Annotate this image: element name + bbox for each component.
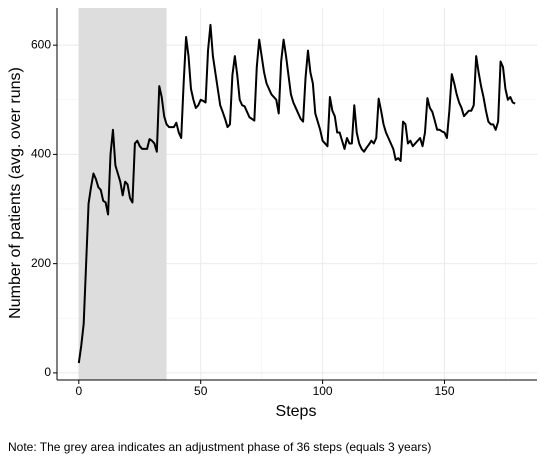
- x-tick-label: 150: [434, 384, 454, 398]
- x-tick-label: 50: [194, 384, 208, 398]
- y-tick-label: 600: [31, 37, 51, 51]
- x-tick-label: 100: [313, 384, 333, 398]
- y-tick-label: 0: [44, 365, 51, 379]
- line: [77, 23, 516, 364]
- x-axis-label: Steps: [276, 403, 317, 420]
- y-tick-label: 400: [31, 147, 51, 161]
- y-tick-label: 200: [31, 256, 51, 270]
- note: Note: The grey area indicates an adjustm…: [8, 440, 431, 454]
- y-axis-label: Number of patients (avg. over runs): [7, 67, 24, 319]
- x-tick-label: 0: [75, 384, 82, 398]
